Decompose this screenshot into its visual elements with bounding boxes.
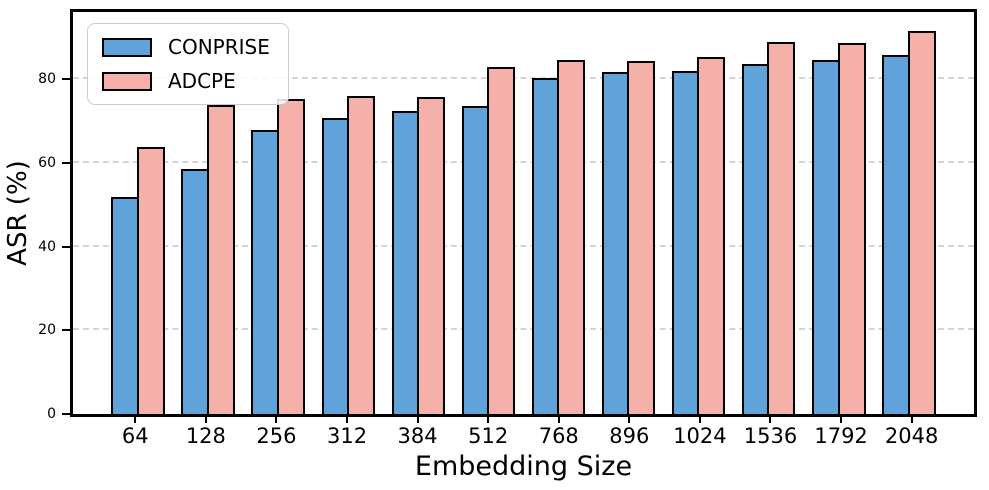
y-tick-label-40: 40 bbox=[38, 238, 56, 255]
bar-group-768 bbox=[523, 12, 593, 414]
x-tick-cell-384: 384 bbox=[382, 417, 453, 448]
x-tick-cell-896: 896 bbox=[594, 417, 665, 448]
bar-adcpe-512 bbox=[487, 66, 516, 414]
bar-group-1536 bbox=[734, 12, 804, 414]
x-axis-ticks: 64 128 256 312 384 512 768 896 1024 1536 1792 2048 bbox=[70, 417, 977, 448]
y-tick-label-80: 80 bbox=[38, 71, 56, 87]
bar-group-256 bbox=[243, 12, 313, 414]
bar-adcpe-1536 bbox=[767, 41, 796, 414]
bar-group-128 bbox=[173, 12, 243, 414]
bar-adcpe-384 bbox=[417, 97, 446, 414]
bar-adcpe-64 bbox=[136, 146, 165, 414]
x-tick-mark-2048 bbox=[910, 417, 913, 423]
x-tick-cell-2048: 2048 bbox=[876, 417, 947, 448]
x-tick-label-768: 768 bbox=[538, 424, 579, 448]
bar-adcpe-128 bbox=[206, 104, 235, 414]
x-tick-cell-128: 128 bbox=[171, 417, 242, 448]
x-tick-cell-1792: 1792 bbox=[806, 417, 877, 448]
x-tick-mark-1536 bbox=[769, 417, 772, 423]
legend-label-adcpe: ADCPE bbox=[168, 69, 236, 93]
bar-group-312 bbox=[313, 12, 383, 414]
x-tick-mark-1792 bbox=[840, 417, 843, 423]
x-tick-label-128: 128 bbox=[185, 424, 226, 448]
x-tick-mark-312 bbox=[346, 417, 349, 423]
x-tick-label-896: 896 bbox=[609, 424, 650, 448]
x-tick-mark-128 bbox=[204, 417, 207, 423]
x-tick-cell-64: 64 bbox=[100, 417, 171, 448]
x-tick-cell-768: 768 bbox=[523, 417, 594, 448]
x-tick-cell-1024: 1024 bbox=[665, 417, 736, 448]
x-tick-label-64: 64 bbox=[121, 424, 149, 448]
bar-adcpe-1792 bbox=[837, 43, 866, 414]
x-tick-label-1536: 1536 bbox=[743, 424, 798, 448]
bar-conprise-1536 bbox=[741, 64, 770, 414]
x-tick-mark-512 bbox=[487, 417, 490, 423]
x-tick-label-1792: 1792 bbox=[814, 424, 868, 448]
bar-adcpe-768 bbox=[557, 60, 586, 414]
bar-adcpe-2048 bbox=[907, 31, 936, 414]
bar-groups bbox=[73, 12, 974, 414]
x-tick-label-2048: 2048 bbox=[884, 424, 939, 448]
y-tick-label-20: 20 bbox=[38, 322, 56, 339]
x-tick-mark-64 bbox=[134, 417, 137, 423]
bar-adcpe-312 bbox=[347, 95, 376, 414]
y-tick-label-0: 0 bbox=[47, 406, 56, 422]
bar-conprise-768 bbox=[531, 78, 560, 414]
bar-adcpe-256 bbox=[276, 98, 305, 414]
gridline-80 bbox=[73, 77, 974, 79]
x-axis-title: Embedding Size bbox=[414, 451, 633, 482]
x-tick-label-256: 256 bbox=[256, 424, 297, 448]
x-tick-cell-1536: 1536 bbox=[735, 417, 806, 448]
gridline-40 bbox=[73, 244, 974, 247]
legend-item-conprise: CONPRISE bbox=[102, 36, 270, 58]
bar-conprise-256 bbox=[251, 130, 280, 414]
bar-conprise-1024 bbox=[671, 70, 700, 414]
bar-adcpe-896 bbox=[627, 61, 656, 414]
x-tick-cell-256: 256 bbox=[241, 417, 312, 448]
plot-area: CONPRISE ADCPE bbox=[70, 9, 977, 417]
x-tick-mark-256 bbox=[275, 417, 278, 423]
y-tick-mark-0 bbox=[62, 413, 70, 415]
bar-conprise-64 bbox=[111, 196, 140, 414]
bar-adcpe-1024 bbox=[697, 56, 726, 414]
y-tick-mark-40 bbox=[62, 245, 70, 248]
y-tick-mark-60 bbox=[62, 161, 70, 164]
legend-label-conprise: CONPRISE bbox=[168, 35, 270, 59]
x-tick-mark-896 bbox=[628, 417, 631, 423]
bar-conprise-2048 bbox=[882, 55, 911, 414]
bar-group-1792 bbox=[804, 12, 874, 414]
gridline-60 bbox=[73, 160, 974, 163]
bar-group-512 bbox=[453, 12, 523, 414]
x-tick-label-512: 512 bbox=[468, 424, 509, 448]
y-tick-mark-20 bbox=[62, 329, 70, 332]
y-tick-mark-80 bbox=[62, 78, 70, 80]
gridline-20 bbox=[73, 328, 974, 331]
bar-conprise-1792 bbox=[812, 60, 841, 414]
bar-group-384 bbox=[383, 12, 453, 414]
bar-group-1024 bbox=[664, 12, 734, 414]
y-axis-ticks: 0 20 40 60 80 bbox=[0, 9, 70, 422]
bar-conprise-512 bbox=[461, 106, 490, 414]
x-tick-mark-384 bbox=[416, 417, 419, 423]
bar-conprise-384 bbox=[391, 110, 420, 414]
x-tick-mark-1024 bbox=[698, 417, 701, 423]
bar-conprise-896 bbox=[601, 72, 630, 414]
y-tick-label-60: 60 bbox=[38, 154, 56, 171]
bar-group-2048 bbox=[874, 12, 944, 414]
bar-conprise-312 bbox=[321, 117, 350, 414]
bar-group-896 bbox=[594, 12, 664, 414]
bar-group-64 bbox=[103, 12, 173, 414]
x-tick-label-1024: 1024 bbox=[673, 424, 727, 448]
legend: CONPRISE ADCPE bbox=[87, 23, 289, 105]
legend-swatch-adcpe bbox=[102, 71, 152, 91]
x-tick-mark-768 bbox=[557, 417, 560, 423]
legend-item-adcpe: ADCPE bbox=[102, 70, 270, 92]
x-tick-cell-512: 512 bbox=[453, 417, 524, 448]
legend-swatch-conprise bbox=[102, 37, 152, 57]
bar-conprise-128 bbox=[181, 168, 210, 414]
x-tick-label-312: 312 bbox=[326, 424, 368, 448]
x-tick-label-384: 384 bbox=[397, 424, 438, 448]
x-tick-cell-312: 312 bbox=[312, 417, 383, 448]
